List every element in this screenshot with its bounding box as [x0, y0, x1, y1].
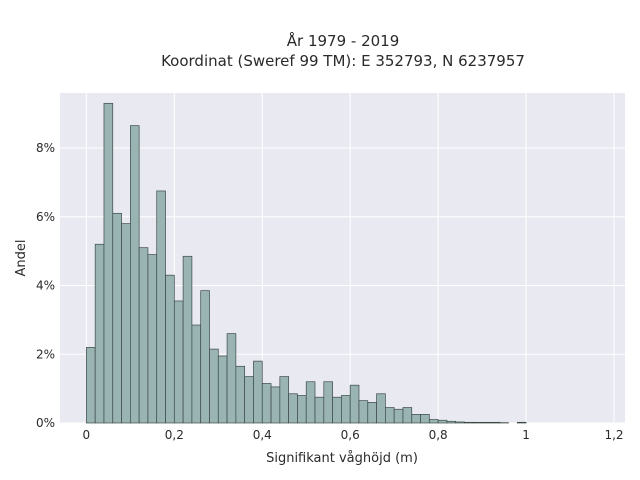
histogram-bar	[481, 421, 492, 424]
histogram-bar	[472, 421, 483, 424]
histogram-bar	[297, 395, 307, 424]
y-tick-label: 6%	[36, 210, 55, 224]
chart-title-line-1: År 1979 - 2019	[287, 31, 400, 50]
histogram-bar	[130, 125, 140, 424]
tick-labels: 0 0,2 0,4 0,6 0,8 1 1,2 0% 2% 4% 6% 8%	[36, 141, 624, 442]
histogram-bar	[437, 419, 448, 424]
x-tick-label: 0,2	[165, 428, 184, 442]
histogram-bar	[200, 290, 210, 424]
histogram-bar	[428, 419, 439, 424]
histogram-bar	[288, 393, 298, 424]
chart-title-line-2: Koordinat (Sweref 99 TM): E 352793, N 62…	[161, 52, 525, 70]
histogram-bar	[173, 300, 184, 424]
histogram-bar	[332, 396, 342, 424]
histogram-bar	[305, 381, 316, 424]
histogram-bar	[393, 408, 404, 424]
histogram-bar	[182, 255, 193, 424]
histogram-bar	[376, 393, 386, 424]
histogram-bar	[165, 274, 175, 424]
histogram-bar	[261, 383, 272, 424]
bars	[86, 102, 527, 424]
histogram-bar	[367, 402, 377, 424]
y-tick-label: 0%	[36, 416, 55, 430]
histogram-bar	[358, 400, 369, 424]
y-tick-label: 4%	[36, 279, 55, 293]
histogram-bar	[323, 381, 333, 424]
histogram-bar	[138, 247, 149, 424]
histogram-bar	[121, 223, 131, 424]
x-tick-label: 0,6	[341, 428, 360, 442]
x-tick-label: 0,4	[253, 428, 272, 442]
histogram-bar	[94, 243, 105, 424]
histogram-bar	[103, 102, 114, 424]
histogram-bar	[235, 365, 246, 424]
histogram-bar	[349, 384, 360, 424]
x-axis-label: Signifikant våghöjd (m)	[266, 451, 418, 466]
x-tick-label: 1	[522, 428, 530, 442]
histogram-bar	[446, 420, 457, 424]
histogram-bar	[402, 407, 413, 424]
y-tick-label: 2%	[36, 347, 55, 361]
histogram-bar	[191, 324, 202, 424]
histogram-bar	[385, 407, 395, 424]
y-tick-label: 8%	[36, 141, 55, 155]
histogram-bar	[147, 254, 158, 424]
histogram-bar	[253, 360, 263, 424]
histogram-bar	[516, 421, 527, 424]
histogram-bar	[112, 212, 122, 424]
x-tick-label: 1,2	[604, 428, 623, 442]
histogram-bar	[217, 355, 228, 424]
histogram-bar	[464, 421, 474, 424]
histogram-bar	[420, 414, 430, 424]
histogram-bar	[411, 414, 421, 424]
histogram-bar	[156, 190, 166, 424]
x-tick-label: 0,8	[429, 428, 448, 442]
y-axis-label: Andel	[14, 240, 29, 277]
histogram-bar	[455, 421, 465, 424]
histogram-bar	[279, 376, 289, 424]
histogram-bar	[270, 386, 281, 424]
histogram-bar	[490, 421, 501, 424]
histogram-bar	[86, 347, 96, 424]
histogram-bar	[341, 395, 351, 424]
histogram-bar	[244, 376, 254, 424]
x-tick-label: 0	[83, 428, 91, 442]
histogram-bar	[314, 396, 325, 424]
histogram-bar	[226, 333, 237, 424]
histogram-bar	[209, 348, 219, 424]
